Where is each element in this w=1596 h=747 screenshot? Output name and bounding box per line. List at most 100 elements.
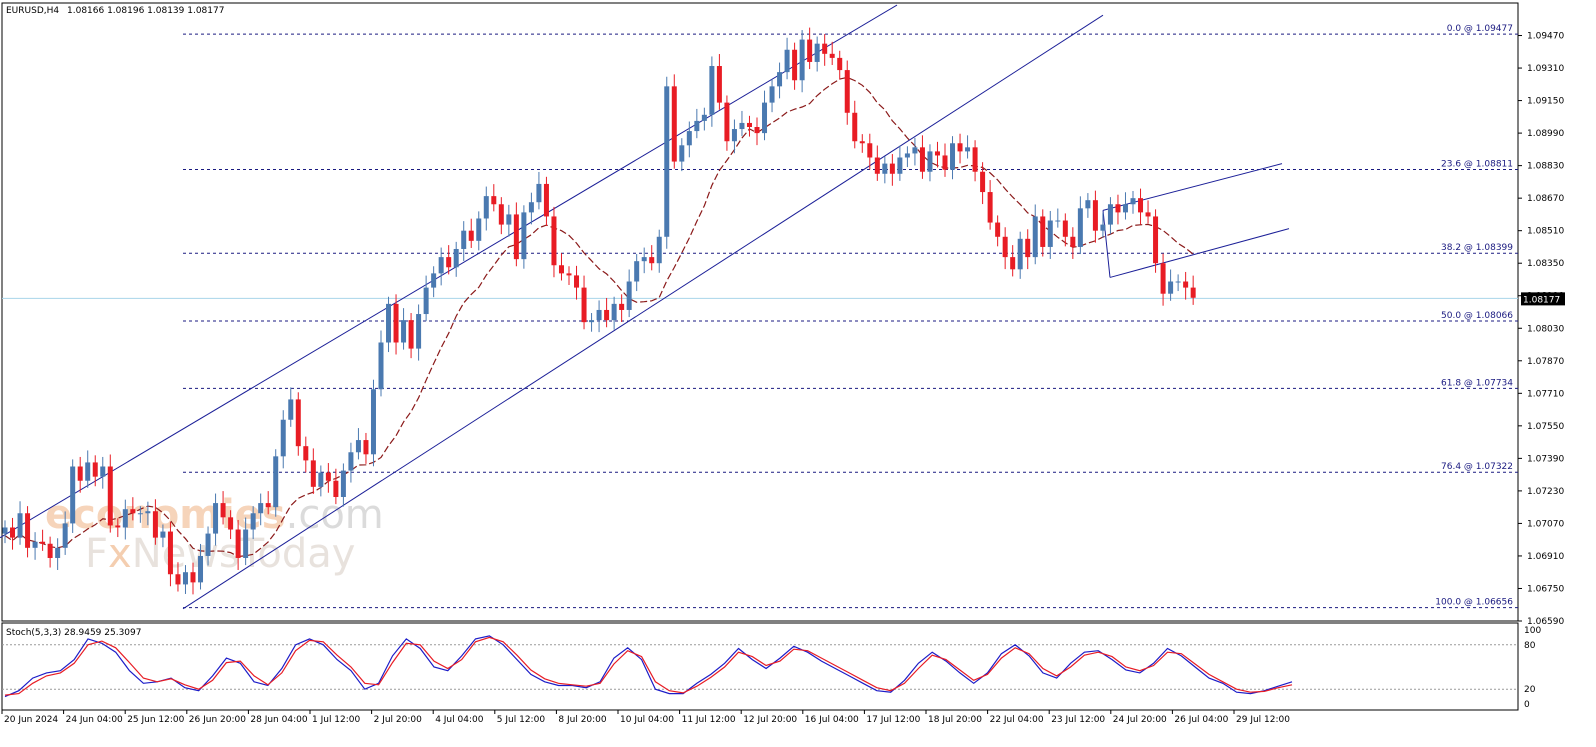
bull-candle bbox=[1085, 200, 1091, 209]
wedge-lower-line bbox=[1109, 228, 1290, 278]
bull-candle bbox=[378, 342, 384, 390]
bull-candle bbox=[1077, 208, 1083, 247]
price-tick-label: 1.09150 bbox=[1527, 97, 1564, 107]
ma-line bbox=[4, 76, 1194, 558]
price-tick-label: 1.07390 bbox=[1527, 454, 1564, 464]
bear-candle bbox=[393, 303, 399, 343]
bear-candle bbox=[310, 460, 316, 487]
stoch-tick-label: 80 bbox=[1524, 641, 1536, 651]
bear-candle bbox=[852, 112, 858, 142]
time-tick-label: 26 Jun 20:00 bbox=[189, 715, 246, 725]
bull-candle bbox=[145, 511, 151, 514]
bear-candle bbox=[363, 440, 369, 455]
bull-candle bbox=[1107, 204, 1113, 225]
bull-candle bbox=[182, 572, 188, 585]
time-tick-label: 17 Jul 12:00 bbox=[866, 715, 920, 725]
bull-candle bbox=[589, 320, 595, 323]
time-tick-label: 11 Jul 12:00 bbox=[682, 715, 736, 725]
watermark-x: x bbox=[108, 531, 132, 577]
bear-candle bbox=[498, 204, 504, 225]
bull-candle bbox=[461, 230, 467, 249]
bear-candle bbox=[543, 183, 549, 217]
time-tick-label: 28 Jun 04:00 bbox=[250, 715, 307, 725]
bull-candle bbox=[769, 86, 775, 103]
fib-level-label: 50.0 @ 1.08066 bbox=[1441, 311, 1513, 321]
bull-candle bbox=[709, 66, 715, 115]
bull-candle bbox=[386, 303, 392, 343]
watermark-f: F bbox=[85, 531, 108, 577]
bull-candle bbox=[528, 202, 534, 213]
bull-candle bbox=[288, 399, 294, 420]
price-tick-label: 1.07230 bbox=[1527, 487, 1564, 497]
price-tick-label: 1.06750 bbox=[1527, 584, 1564, 594]
bull-candle bbox=[416, 314, 422, 349]
fib-level-label: 100.0 @ 1.06656 bbox=[1435, 598, 1513, 608]
bear-candle bbox=[957, 143, 963, 152]
bear-candle bbox=[867, 143, 873, 158]
bear-candle bbox=[1092, 200, 1098, 231]
bull-candle bbox=[634, 261, 640, 282]
stoch-header: Stoch(5,3,3) 28.9459 25.3097 bbox=[6, 628, 141, 638]
bull-candle bbox=[1168, 281, 1174, 294]
bull-candle bbox=[664, 86, 670, 237]
bull-candle bbox=[536, 183, 542, 203]
current-price-tag: 1.08177 bbox=[1521, 292, 1565, 306]
bull-candle bbox=[965, 147, 971, 152]
bear-candle bbox=[942, 155, 948, 170]
bull-candle bbox=[122, 509, 128, 528]
bull-candle bbox=[17, 513, 23, 538]
bull-candle bbox=[85, 462, 91, 481]
time-axis: 20 Jun 2024 24 Jun 04:00 25 Jun 12:00 26 Ju… bbox=[1, 710, 1290, 725]
bear-candle bbox=[919, 147, 925, 172]
wedge-left-edge bbox=[1102, 210, 1111, 278]
price-tick-label: 1.08510 bbox=[1527, 227, 1564, 237]
bull-candle bbox=[679, 145, 685, 162]
bull-candle bbox=[694, 120, 700, 132]
time-tick-label: 16 Jul 04:00 bbox=[805, 715, 859, 725]
bear-candle bbox=[889, 163, 895, 174]
bear-candle bbox=[1115, 204, 1121, 213]
bull-candle bbox=[814, 43, 820, 62]
candles bbox=[2, 27, 1196, 595]
bull-candle bbox=[483, 196, 489, 219]
time-tick-label: 12 Jul 20:00 bbox=[743, 715, 797, 725]
bull-candle bbox=[1100, 224, 1106, 231]
bear-candle bbox=[130, 509, 136, 514]
bull-candle bbox=[1047, 220, 1053, 247]
time-tick-label: 2 Jul 20:00 bbox=[374, 715, 423, 725]
bear-candle bbox=[1183, 281, 1189, 288]
fibonacci-levels: 0.0 @ 1.09477 23.6 @ 1.08811 38.2 @ 1.0839… bbox=[183, 24, 1518, 609]
time-tick-label: 25 Jun 12:00 bbox=[127, 715, 184, 725]
bear-candle bbox=[566, 273, 572, 276]
ohlc-header: 1.08166 1.08196 1.08139 1.08177 bbox=[67, 6, 224, 16]
time-tick-label: 22 Jul 04:00 bbox=[990, 715, 1044, 725]
bear-candle bbox=[980, 171, 986, 193]
bull-candle bbox=[686, 131, 692, 146]
bear-candle bbox=[551, 216, 557, 266]
bull-candle bbox=[2, 527, 8, 534]
bear-candle bbox=[295, 399, 301, 447]
bull-candle bbox=[348, 452, 354, 471]
bear-candle bbox=[92, 462, 98, 477]
main-pane-frame bbox=[1, 2, 1519, 622]
bear-candle bbox=[77, 466, 83, 481]
symbol-header: EURUSD,H4 bbox=[6, 6, 59, 16]
bull-candle bbox=[1122, 204, 1128, 213]
bear-candle bbox=[724, 102, 730, 142]
bear-candle bbox=[1138, 198, 1144, 213]
bull-candle bbox=[340, 470, 346, 497]
time-tick-label: 4 Jul 04:00 bbox=[435, 715, 484, 725]
bull-candle bbox=[476, 218, 482, 241]
price-tick-label: 1.08350 bbox=[1527, 259, 1564, 269]
bear-candle bbox=[513, 214, 519, 260]
bull-candle bbox=[882, 163, 888, 174]
price-axis: 1.09470 1.09310 1.09150 1.08990 1.08830 1.086… bbox=[1518, 32, 1564, 627]
bear-candle bbox=[190, 572, 196, 583]
price-tick-label: 1.06910 bbox=[1527, 552, 1564, 562]
bear-candle bbox=[972, 147, 978, 172]
price-tick-label: 1.08830 bbox=[1527, 162, 1564, 172]
bear-candle bbox=[619, 303, 625, 310]
